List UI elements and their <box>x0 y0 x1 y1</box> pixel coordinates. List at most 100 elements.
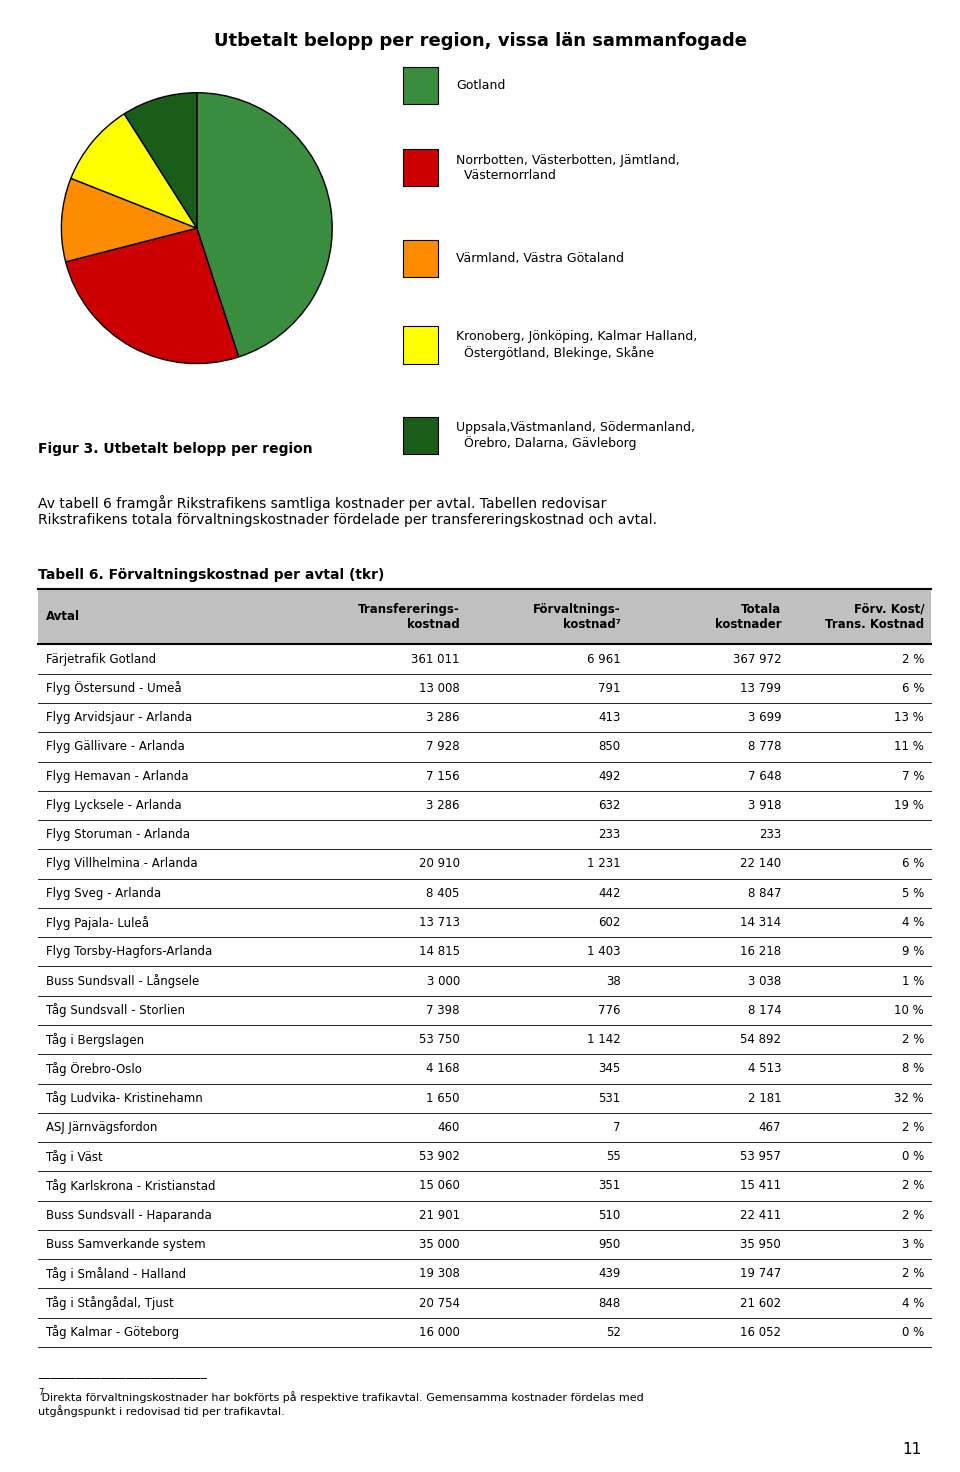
Text: Flyg Hemavan - Arlanda: Flyg Hemavan - Arlanda <box>45 770 188 783</box>
Text: 8 174: 8 174 <box>748 1004 781 1017</box>
Text: 4 168: 4 168 <box>426 1063 460 1076</box>
Text: 20 910: 20 910 <box>419 858 460 870</box>
Text: 492: 492 <box>598 770 620 783</box>
Text: ASJ Järnvägsfordon: ASJ Järnvägsfordon <box>45 1120 156 1133</box>
Text: 413: 413 <box>598 711 620 724</box>
Text: 3 286: 3 286 <box>426 711 460 724</box>
Text: Tåg i Väst: Tåg i Väst <box>45 1150 103 1164</box>
Text: 14 314: 14 314 <box>740 916 781 929</box>
Text: 602: 602 <box>598 916 620 929</box>
Text: Tåg i Bergslagen: Tåg i Bergslagen <box>45 1033 144 1047</box>
Text: 950: 950 <box>598 1238 620 1251</box>
Text: 2 %: 2 % <box>901 1179 924 1192</box>
Text: 3 038: 3 038 <box>748 974 781 988</box>
Text: 13 713: 13 713 <box>419 916 460 929</box>
Text: 4 %: 4 % <box>901 1297 924 1310</box>
Text: 8 847: 8 847 <box>748 886 781 899</box>
Text: 53 957: 53 957 <box>740 1150 781 1163</box>
Text: 1 231: 1 231 <box>587 858 620 870</box>
Text: 15 411: 15 411 <box>740 1179 781 1192</box>
Text: Flyg Storuman - Arlanda: Flyg Storuman - Arlanda <box>45 829 189 841</box>
Text: 2 %: 2 % <box>901 1033 924 1047</box>
Text: Uppsala,Västmanland, Södermanland,
  Örebro, Dalarna, Gävleborg: Uppsala,Västmanland, Södermanland, Örebr… <box>456 421 695 450</box>
Text: Avtal: Avtal <box>45 609 80 623</box>
Text: 345: 345 <box>598 1063 620 1076</box>
Text: Tabell 6. Förvaltningskostnad per avtal (tkr): Tabell 6. Förvaltningskostnad per avtal … <box>38 568 385 583</box>
Text: 632: 632 <box>598 799 620 813</box>
Text: 3 699: 3 699 <box>748 711 781 724</box>
Text: Tåg i Småland - Halland: Tåg i Småland - Halland <box>45 1267 185 1281</box>
Text: Flyg Arvidsjaur - Arlanda: Flyg Arvidsjaur - Arlanda <box>45 711 192 724</box>
Text: 13 %: 13 % <box>895 711 924 724</box>
Text: Gotland: Gotland <box>456 79 505 91</box>
Text: 7 648: 7 648 <box>748 770 781 783</box>
Text: Flyg Villhelmina - Arlanda: Flyg Villhelmina - Arlanda <box>45 858 197 870</box>
Text: 233: 233 <box>598 829 620 841</box>
Text: 35 000: 35 000 <box>420 1238 460 1251</box>
Text: 3 286: 3 286 <box>426 799 460 813</box>
Text: Figur 3. Utbetalt belopp per region: Figur 3. Utbetalt belopp per region <box>38 442 313 456</box>
Text: 367 972: 367 972 <box>732 652 781 665</box>
Text: 361 011: 361 011 <box>411 652 460 665</box>
Text: 6 %: 6 % <box>901 682 924 695</box>
Text: 13 799: 13 799 <box>740 682 781 695</box>
Text: 2 %: 2 % <box>901 1267 924 1281</box>
Text: Buss Sundsvall - Långsele: Buss Sundsvall - Långsele <box>45 974 199 988</box>
Text: 460: 460 <box>438 1120 460 1133</box>
Text: 21 901: 21 901 <box>419 1209 460 1222</box>
Text: 3 000: 3 000 <box>426 974 460 988</box>
Text: 8 778: 8 778 <box>748 740 781 754</box>
Bar <box>403 66 438 105</box>
Text: Tåg i Stångådal, Tjust: Tåg i Stångådal, Tjust <box>45 1295 174 1310</box>
Text: 531: 531 <box>598 1092 620 1104</box>
Text: Transfererings-
kostnad: Transfererings- kostnad <box>358 602 460 630</box>
Text: 1 650: 1 650 <box>426 1092 460 1104</box>
Text: 4 513: 4 513 <box>748 1063 781 1076</box>
Text: Flyg Gällivare - Arlanda: Flyg Gällivare - Arlanda <box>45 740 184 754</box>
Text: 19 747: 19 747 <box>740 1267 781 1281</box>
Wedge shape <box>61 178 197 262</box>
Text: Utbetalt belopp per region, vissa län sammanfogade: Utbetalt belopp per region, vissa län sa… <box>213 32 747 50</box>
Text: 442: 442 <box>598 886 620 899</box>
Text: 10 %: 10 % <box>895 1004 924 1017</box>
Text: 791: 791 <box>598 682 620 695</box>
Text: 7 928: 7 928 <box>426 740 460 754</box>
Text: 54 892: 54 892 <box>740 1033 781 1047</box>
Text: 53 902: 53 902 <box>419 1150 460 1163</box>
Text: Värmland, Västra Götaland: Värmland, Västra Götaland <box>456 252 624 265</box>
Text: Tåg Kalmar - Göteborg: Tåg Kalmar - Göteborg <box>45 1325 179 1340</box>
Text: 0 %: 0 % <box>901 1326 924 1340</box>
Text: ___________________________: ___________________________ <box>38 1366 207 1379</box>
Text: Förv. Kost/
Trans. Kostnad: Förv. Kost/ Trans. Kostnad <box>825 602 924 630</box>
Text: Av tabell 6 framgår Rikstrafikens samtliga kostnader per avtal. Tabellen redovis: Av tabell 6 framgår Rikstrafikens samtli… <box>38 495 658 527</box>
Text: 439: 439 <box>598 1267 620 1281</box>
Bar <box>38 589 931 645</box>
Text: 21 602: 21 602 <box>740 1297 781 1310</box>
Text: 2 %: 2 % <box>901 1209 924 1222</box>
Text: 6 %: 6 % <box>901 858 924 870</box>
Text: Norrbotten, Västerbotten, Jämtland,
  Västernorrland: Norrbotten, Västerbotten, Jämtland, Väst… <box>456 153 680 183</box>
Text: 848: 848 <box>598 1297 620 1310</box>
Text: 2 %: 2 % <box>901 652 924 665</box>
Text: Tåg Karlskrona - Kristianstad: Tåg Karlskrona - Kristianstad <box>45 1179 215 1192</box>
Text: 1 142: 1 142 <box>587 1033 620 1047</box>
Text: 16 218: 16 218 <box>740 945 781 958</box>
Bar <box>403 327 438 364</box>
Bar <box>403 417 438 455</box>
Text: Tåg Sundsvall - Storlien: Tåg Sundsvall - Storlien <box>45 1004 184 1017</box>
Text: 15 060: 15 060 <box>419 1179 460 1192</box>
Text: 20 754: 20 754 <box>419 1297 460 1310</box>
Text: Flyg Lycksele - Arlanda: Flyg Lycksele - Arlanda <box>45 799 181 813</box>
Text: 35 950: 35 950 <box>740 1238 781 1251</box>
Text: 11 %: 11 % <box>894 740 924 754</box>
Text: Buss Sundsvall - Haparanda: Buss Sundsvall - Haparanda <box>45 1209 211 1222</box>
Text: 52: 52 <box>606 1326 620 1340</box>
Text: 16 000: 16 000 <box>419 1326 460 1340</box>
Text: 13 008: 13 008 <box>420 682 460 695</box>
Text: 1 %: 1 % <box>901 974 924 988</box>
Text: 510: 510 <box>598 1209 620 1222</box>
Wedge shape <box>71 113 197 228</box>
Text: 22 411: 22 411 <box>740 1209 781 1222</box>
Text: 2 %: 2 % <box>901 1120 924 1133</box>
Text: Tåg Örebro-Oslo: Tåg Örebro-Oslo <box>45 1061 141 1076</box>
